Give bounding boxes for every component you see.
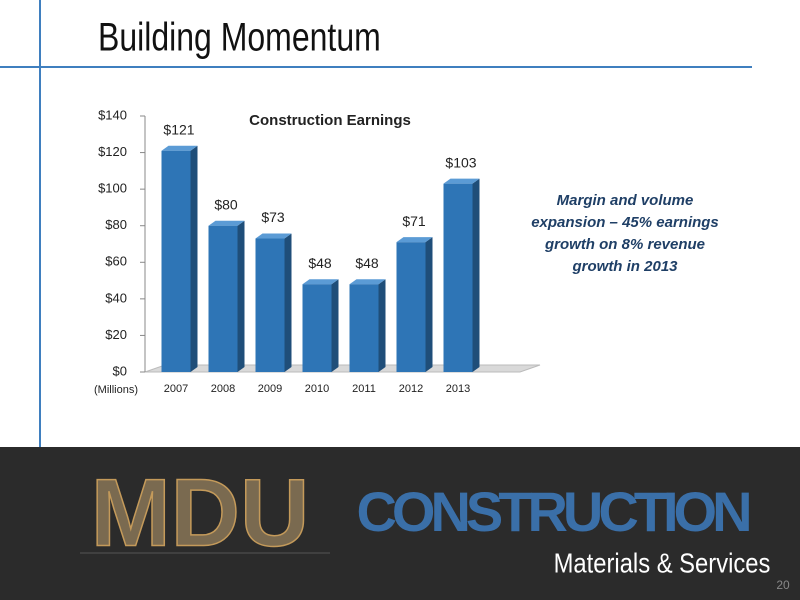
bar-top — [302, 279, 339, 285]
x-tick-label: 2008 — [211, 383, 235, 395]
data-label: $80 — [214, 196, 238, 212]
y-tick-label: $140 — [98, 107, 127, 122]
bar — [161, 150, 191, 372]
bar-top — [255, 233, 292, 239]
x-tick-label: 2010 — [305, 383, 329, 395]
x-tick-label: 2009 — [258, 383, 282, 395]
bar-side — [425, 237, 433, 372]
x-tick-label: 2011 — [352, 383, 376, 395]
bar — [349, 284, 379, 372]
bar-side — [331, 279, 339, 372]
bar — [396, 242, 426, 372]
bar-side — [190, 145, 198, 372]
logo: MDU — [91, 459, 310, 566]
x-tick-label: 2012 — [399, 383, 423, 395]
y-tick-label: $40 — [105, 290, 127, 305]
y-tick-label: $20 — [105, 327, 127, 342]
bar-top — [396, 237, 433, 243]
data-label: $48 — [355, 255, 379, 271]
brand: CONSTRUCTION — [356, 480, 749, 543]
annotation-line: expansion – 45% earnings — [531, 214, 719, 231]
x-tick-label: 2007 — [164, 383, 188, 395]
chart-title: Construction Earnings — [249, 112, 411, 129]
data-label: $71 — [402, 213, 426, 229]
bar-top — [161, 145, 198, 151]
bar-side — [472, 178, 480, 372]
bar — [302, 284, 332, 372]
bar — [443, 183, 473, 372]
annotation-line: Margin and volume — [557, 192, 694, 209]
y-tick-label: $60 — [105, 254, 127, 269]
annotation: Margin and volume expansion – 45% earning… — [531, 192, 719, 275]
data-label: $48 — [308, 255, 332, 271]
page-number: 20 — [776, 578, 790, 592]
bar-top — [349, 279, 386, 285]
data-label: $121 — [163, 121, 194, 137]
bar-top — [208, 220, 245, 226]
data-label: $103 — [445, 154, 476, 170]
slide-title: Building Momentum — [98, 14, 381, 59]
tagline: Materials & Services — [554, 547, 771, 579]
y-tick-label: $0 — [113, 363, 127, 378]
y-unit-label: (Millions) — [94, 384, 138, 396]
bar-top — [443, 178, 480, 184]
bar-side — [284, 233, 292, 372]
bar-side — [237, 220, 245, 372]
floor — [144, 364, 541, 373]
annotation-line: growth in 2013 — [571, 258, 678, 275]
footer-band — [0, 447, 800, 600]
x-tick-label: 2013 — [446, 383, 470, 395]
bar — [208, 225, 238, 372]
data-label: $73 — [261, 209, 285, 225]
y-tick-label: $80 — [105, 217, 127, 232]
y-tick-label: $120 — [98, 144, 127, 159]
y-tick-label: $100 — [98, 181, 127, 196]
bar-side — [378, 279, 386, 372]
bar — [255, 238, 285, 372]
annotation-line: growth on 8% revenue — [544, 236, 705, 253]
